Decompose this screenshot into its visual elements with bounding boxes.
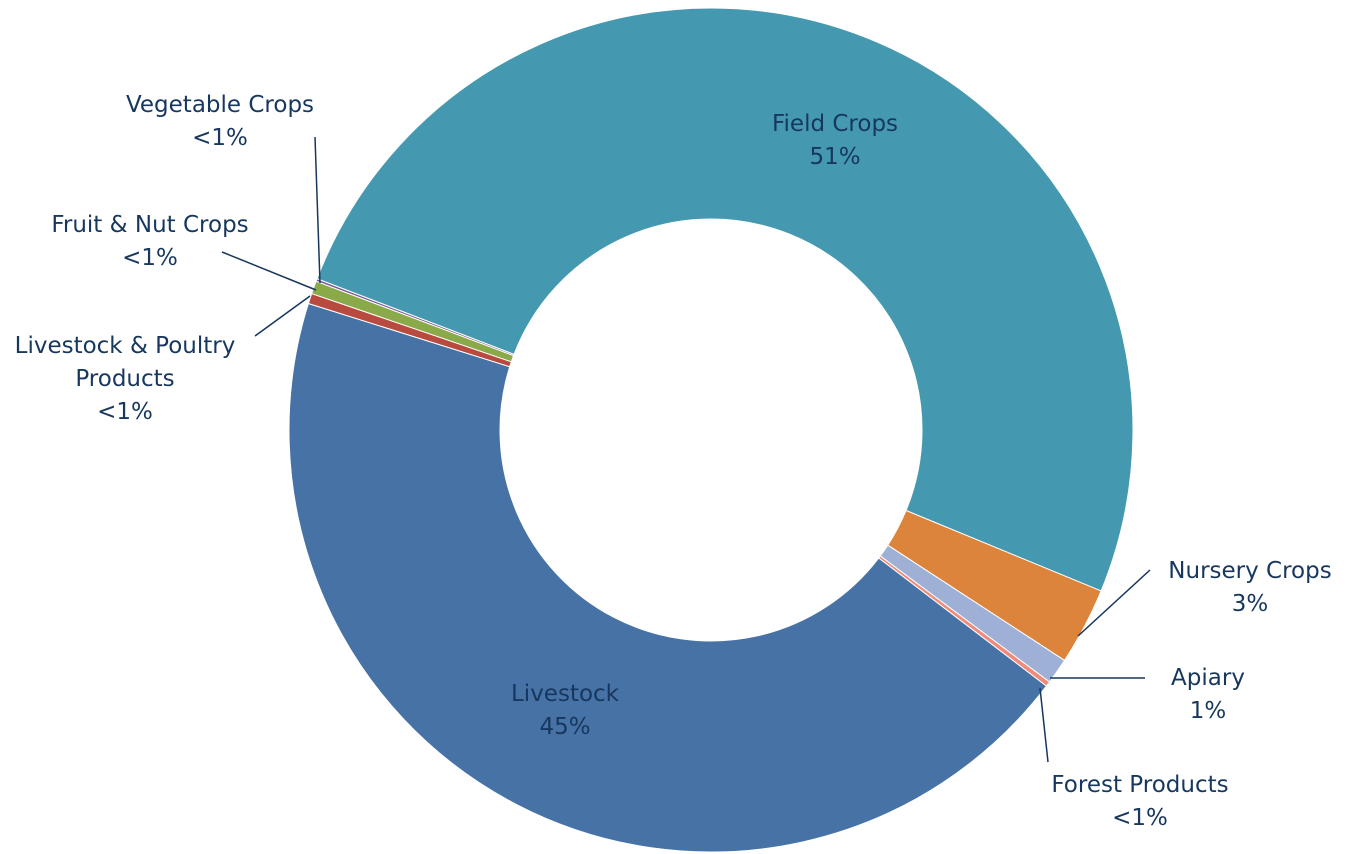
value-label: <1% [1112, 805, 1168, 831]
category-label: Livestock [510, 681, 619, 707]
donut-segment [315, 278, 515, 357]
category-label: Apiary [1171, 665, 1245, 691]
leader-line [1039, 687, 1049, 763]
data-label: Apiary 1% [1133, 662, 1283, 728]
category-label: Vegetable Crops [125, 92, 315, 118]
value-label: 51% [809, 144, 861, 170]
leader-line [1077, 569, 1151, 637]
value-label: <1% [192, 125, 248, 151]
value-label: 3% [1231, 591, 1269, 617]
category-label: Forest Products [1051, 772, 1229, 798]
category-label: Livestock & Poultry Products [14, 333, 236, 392]
value-label: <1% [122, 245, 178, 271]
data-label: Livestock 45% [465, 678, 665, 744]
data-label: Forest Products <1% [1020, 769, 1260, 835]
value-label: <1% [97, 399, 153, 425]
data-label: Field Crops 51% [685, 108, 985, 174]
donut-segment [316, 7, 1134, 592]
data-label: Vegetable Crops <1% [90, 89, 350, 155]
data-label: Nursery Crops 3% [1140, 555, 1357, 621]
data-label: Livestock & Poultry Products <1% [0, 330, 253, 429]
value-label: 1% [1189, 698, 1227, 724]
leader-line [221, 251, 317, 291]
value-label: 45% [539, 714, 591, 740]
leader-line [314, 136, 321, 284]
leader-line [254, 295, 311, 337]
category-label: Field Crops [771, 111, 899, 137]
donut-segment [288, 302, 1048, 853]
data-label: Fruit & Nut Crops <1% [20, 209, 280, 275]
category-label: Fruit & Nut Crops [51, 212, 249, 238]
category-label: Nursery Crops [1168, 558, 1332, 584]
